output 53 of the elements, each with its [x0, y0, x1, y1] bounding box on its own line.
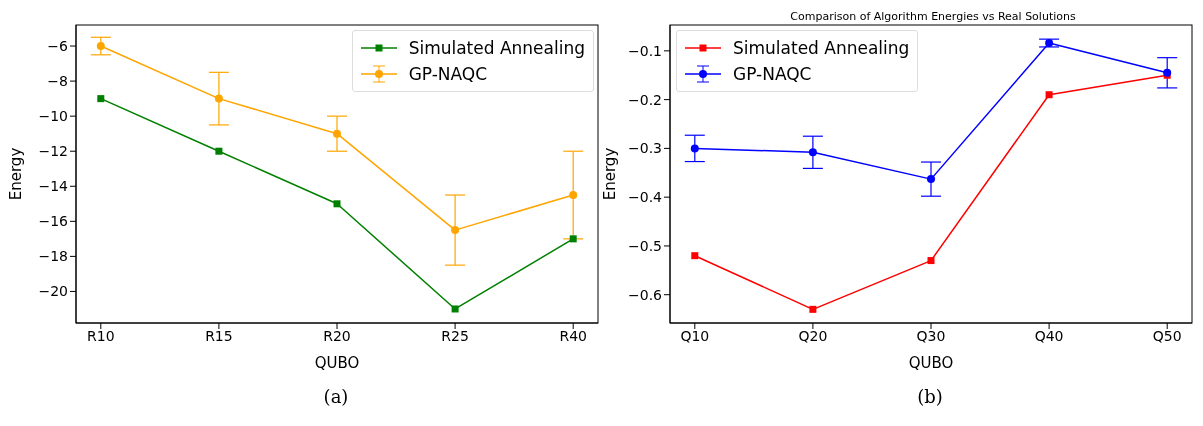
text: (a) [322, 386, 350, 407]
x-tick-label: Q40 [1034, 327, 1064, 344]
point [691, 252, 699, 260]
legend-label: GP-NAQC [408, 64, 488, 84]
y-tick-label: −0.5 [628, 237, 662, 254]
point [690, 144, 699, 153]
x-tick-label: Q30 [916, 327, 946, 344]
y-tick-label: −18 [38, 248, 68, 265]
point [97, 95, 105, 103]
x-tick-label: R15 [205, 327, 233, 344]
point [214, 94, 223, 103]
x-tick-label: R40 [559, 327, 587, 344]
point [451, 226, 460, 235]
point [927, 175, 935, 184]
point [215, 147, 223, 155]
x-tick-label: R10 [87, 327, 115, 344]
point [808, 148, 817, 157]
legend-label: Simulated Annealing [733, 38, 910, 58]
y-tick-label: −6 [47, 38, 69, 55]
legend-label: GP-NAQC [733, 64, 812, 84]
x-tick-label: R20 [323, 327, 351, 344]
x-tick-label: Q50 [1152, 327, 1182, 344]
y-tick-label: −0.2 [628, 91, 662, 108]
point [569, 191, 578, 200]
y-tick-label: −8 [47, 73, 68, 90]
y-tick-label: −10 [38, 108, 68, 125]
point [333, 129, 341, 138]
y-tick-label: −0.1 [628, 42, 662, 59]
y-tick-label: −0.3 [628, 140, 662, 157]
point [1045, 39, 1054, 48]
y-tick-label: −12 [38, 143, 68, 160]
legend-label: Simulated Annealing [408, 38, 585, 58]
point [451, 305, 459, 313]
point [569, 235, 577, 243]
y-tick-label: −0.4 [628, 189, 663, 206]
y-tick-label: −16 [38, 213, 69, 230]
chart-title: Comparison of Algorithm Energies vs Real Solutions [789, 10, 1077, 23]
point [333, 200, 341, 208]
y-tick-label: −14 [38, 178, 69, 195]
y-axis-title: Energy [7, 147, 26, 201]
point [96, 42, 105, 51]
point [1045, 91, 1053, 99]
y-axis-title: Energy [601, 147, 620, 201]
x-axis-title: QUBO [908, 354, 954, 372]
point [809, 305, 817, 313]
y-tick-label: −0.6 [628, 286, 663, 303]
text: (b) [916, 386, 944, 407]
x-tick-label: Q20 [798, 327, 828, 344]
point [927, 257, 935, 265]
x-axis-title: QUBO [314, 354, 360, 372]
y-tick-label: −20 [38, 283, 68, 300]
x-tick-label: R25 [441, 327, 469, 344]
x-tick-label: Q10 [680, 327, 710, 344]
